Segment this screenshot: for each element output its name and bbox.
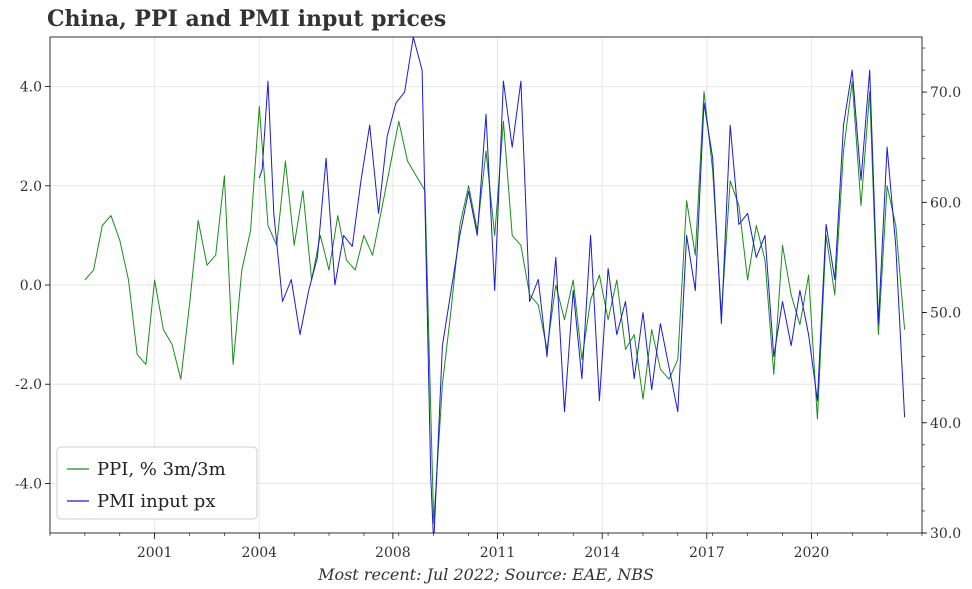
series-layer (84, 37, 906, 533)
y-left-tick-label: 4.0 (20, 80, 42, 96)
legend-label: PMI input px (97, 491, 215, 512)
chart-title: China, PPI and PMI input prices (47, 6, 447, 32)
y-right-tick-label: 40.0 (930, 416, 961, 432)
y-right-tick-label: 30.0 (930, 526, 961, 542)
axes: -4.0 -2.0 0.0 2.0 4.0 30.0 40.0 50.0 60.0 70.0 200… (15, 36, 961, 561)
y-right-tick-label: 70.0 (930, 85, 961, 101)
series-line-ppi (84, 81, 906, 524)
legend: PPI, % 3m/3m PMI input px (56, 446, 258, 520)
y-right-tick-label: 60.0 (930, 195, 961, 211)
y-left-tick-label: 0.0 (20, 278, 42, 294)
y-left-tick-label: -4.0 (15, 476, 42, 492)
y-left-tick-label: 2.0 (20, 179, 42, 195)
series-line-pmi-input (258, 37, 906, 533)
legend-label: PPI, % 3m/3m (97, 459, 226, 480)
x-tick-label: 2014 (584, 545, 620, 561)
x-tick-label: 2001 (137, 545, 173, 561)
x-tick-label: 2004 (241, 545, 277, 561)
x-tick-label: 2011 (480, 545, 516, 561)
x-tick-label: 2017 (689, 545, 725, 561)
grid (50, 37, 922, 533)
y-left-tick-label: -2.0 (15, 377, 42, 393)
chart-footer: Most recent: Jul 2022; Source: EAE, NBS (318, 565, 654, 584)
y-right-tick-label: 50.0 (930, 306, 961, 322)
x-tick-label: 2020 (794, 545, 830, 561)
x-tick-label: 2008 (375, 545, 411, 561)
legend-box (56, 446, 258, 520)
